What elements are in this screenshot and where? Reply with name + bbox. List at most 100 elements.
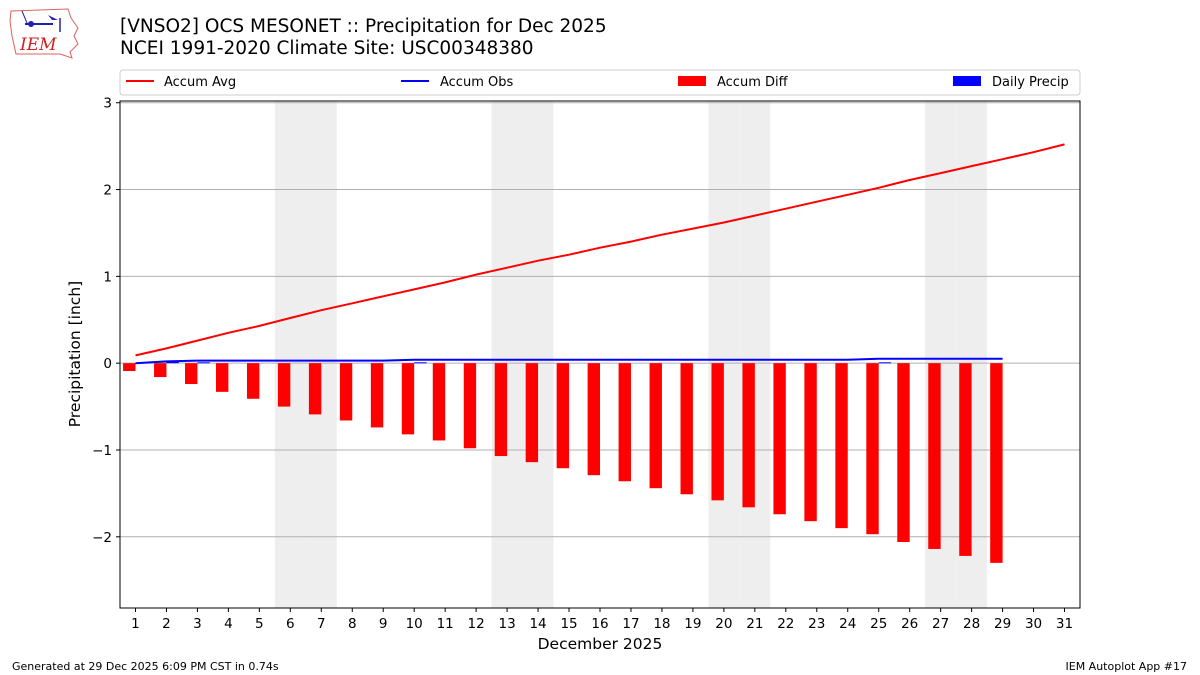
x-tick-label: 15	[560, 616, 577, 632]
x-tick-label: 7	[317, 616, 326, 632]
y-tick-label: −1	[92, 443, 112, 459]
accum-diff-bar	[370, 363, 384, 428]
x-tick-label: 19	[684, 616, 701, 632]
x-tick-label: 31	[1056, 616, 1073, 632]
station-dot-icon	[28, 21, 34, 27]
weekend-band	[305, 101, 337, 608]
accum-diff-bar	[711, 363, 724, 501]
accum-diff-bar	[835, 363, 848, 529]
accum-diff-bar	[246, 363, 260, 399]
accum-diff-bar	[339, 363, 353, 421]
accum-avg-line	[135, 143, 1065, 357]
x-tick-label: 29	[994, 616, 1011, 632]
y-tick-label: 3	[103, 96, 112, 112]
x-tick-label: 1	[131, 616, 140, 632]
accum-diff-bar	[463, 363, 477, 449]
x-tick-label: 16	[591, 616, 608, 632]
x-tick-label: 28	[963, 616, 980, 632]
iem-logo: IEM	[9, 8, 79, 59]
x-tick-label: 10	[406, 616, 423, 632]
weekend-band	[739, 101, 771, 608]
x-tick-label: 25	[870, 616, 887, 632]
x-tick-label: 20	[715, 616, 732, 632]
x-tick-label: 21	[746, 616, 763, 632]
accum-diff-bar	[618, 363, 631, 482]
accum-diff-bar	[308, 363, 322, 415]
y-axis-label: Precipitation [inch]	[66, 281, 84, 427]
weekend-shading	[274, 101, 988, 608]
legend-label-accum-avg: Accum Avg	[164, 75, 236, 90]
x-tick-label: 12	[468, 616, 485, 632]
accum-diff-bar	[154, 363, 167, 378]
accum-diff-bar	[680, 363, 693, 495]
x-tick-label: 2	[162, 616, 171, 632]
y-tick-label: −2	[92, 530, 112, 546]
logo-text: IEM	[19, 35, 57, 55]
x-axis-label: December 2025	[538, 635, 663, 653]
x-tick-label: 24	[839, 616, 856, 632]
accum-diff-bar	[804, 363, 817, 522]
x-tick-label: 22	[777, 616, 794, 632]
footer-generated-text: Generated at 29 Dec 2025 6:09 PM CST in …	[12, 660, 279, 673]
x-tick-label: 6	[286, 616, 295, 632]
accum-diff-bar	[277, 363, 291, 407]
accum-diff-bar	[742, 363, 755, 508]
x-tick-label: 14	[529, 616, 546, 632]
accum-diff-bar	[649, 363, 662, 489]
x-tick-label: 11	[437, 616, 454, 632]
legend-label-accum-diff: Accum Diff	[717, 75, 789, 90]
accum-diff-bar	[928, 363, 941, 549]
weekend-band	[708, 101, 740, 608]
station-leg-icon	[21, 10, 28, 24]
y-tick-label: 1	[103, 269, 112, 285]
weekend-band	[491, 101, 523, 608]
accum-diff-bar	[432, 363, 446, 441]
x-tick-label: 3	[193, 616, 202, 632]
legend-label-daily-precip: Daily Precip	[992, 75, 1069, 90]
x-tick-label: 17	[622, 616, 639, 632]
accum-diff-bar	[866, 363, 879, 535]
accum-diff-bar	[773, 363, 786, 515]
title-line-1: [VNSO2] OCS MESONET :: Precipitation for…	[120, 16, 607, 37]
x-tick-label: 13	[499, 616, 516, 632]
x-axis-ticks: 1 2 3 4 5 6 7 8 9 10 11 12 13 14 15 16 17 18 19 20 21 22 23 24 2…	[131, 608, 1073, 632]
accum-diff-bar	[123, 363, 136, 371]
y-tick-label: 0	[103, 356, 112, 372]
chart-title: [VNSO2] OCS MESONET :: Precipitation for…	[120, 16, 607, 60]
wind-vane-icon	[48, 15, 58, 20]
legend-label-accum-obs: Accum Obs	[440, 75, 513, 90]
x-tick-label: 23	[808, 616, 825, 632]
accum-diff-bar	[401, 363, 415, 435]
accum-diff-bar	[494, 363, 508, 457]
x-tick-label: 26	[901, 616, 918, 632]
weekend-band	[274, 101, 306, 608]
daily-precip-bar	[166, 361, 179, 364]
accum-diff-bar	[897, 363, 910, 543]
x-tick-label: 5	[255, 616, 264, 632]
x-tick-label: 30	[1025, 616, 1042, 632]
daily-precip-bar	[414, 362, 427, 364]
accum-diff-bar	[556, 363, 570, 469]
footer-app-text: IEM Autoplot App #17	[1065, 660, 1188, 673]
y-tick-label: 2	[103, 183, 112, 199]
x-tick-label: 9	[379, 616, 388, 632]
legend-swatch-daily-precip	[953, 76, 981, 86]
daily-precip-bars	[166, 361, 892, 364]
accum-obs-line	[135, 357, 1003, 365]
accum-diff-bars	[123, 363, 1003, 563]
x-tick-label: 4	[224, 616, 233, 632]
accum-diff-bar	[959, 363, 972, 556]
x-tick-label: 18	[653, 616, 670, 632]
accum-diff-bar	[990, 363, 1003, 563]
x-tick-label: 27	[932, 616, 949, 632]
accum-diff-bar	[525, 363, 539, 463]
legend-frame	[119, 69, 1081, 96]
daily-precip-bar	[197, 362, 210, 364]
accum-diff-bar	[185, 363, 198, 385]
y-axis-ticks: −2 −1 0 1 2 3	[92, 96, 120, 546]
weekend-band	[522, 101, 554, 608]
daily-precip-bar	[878, 362, 892, 364]
iowa-outline-icon	[9, 8, 79, 59]
accum-diff-bar	[216, 363, 229, 392]
